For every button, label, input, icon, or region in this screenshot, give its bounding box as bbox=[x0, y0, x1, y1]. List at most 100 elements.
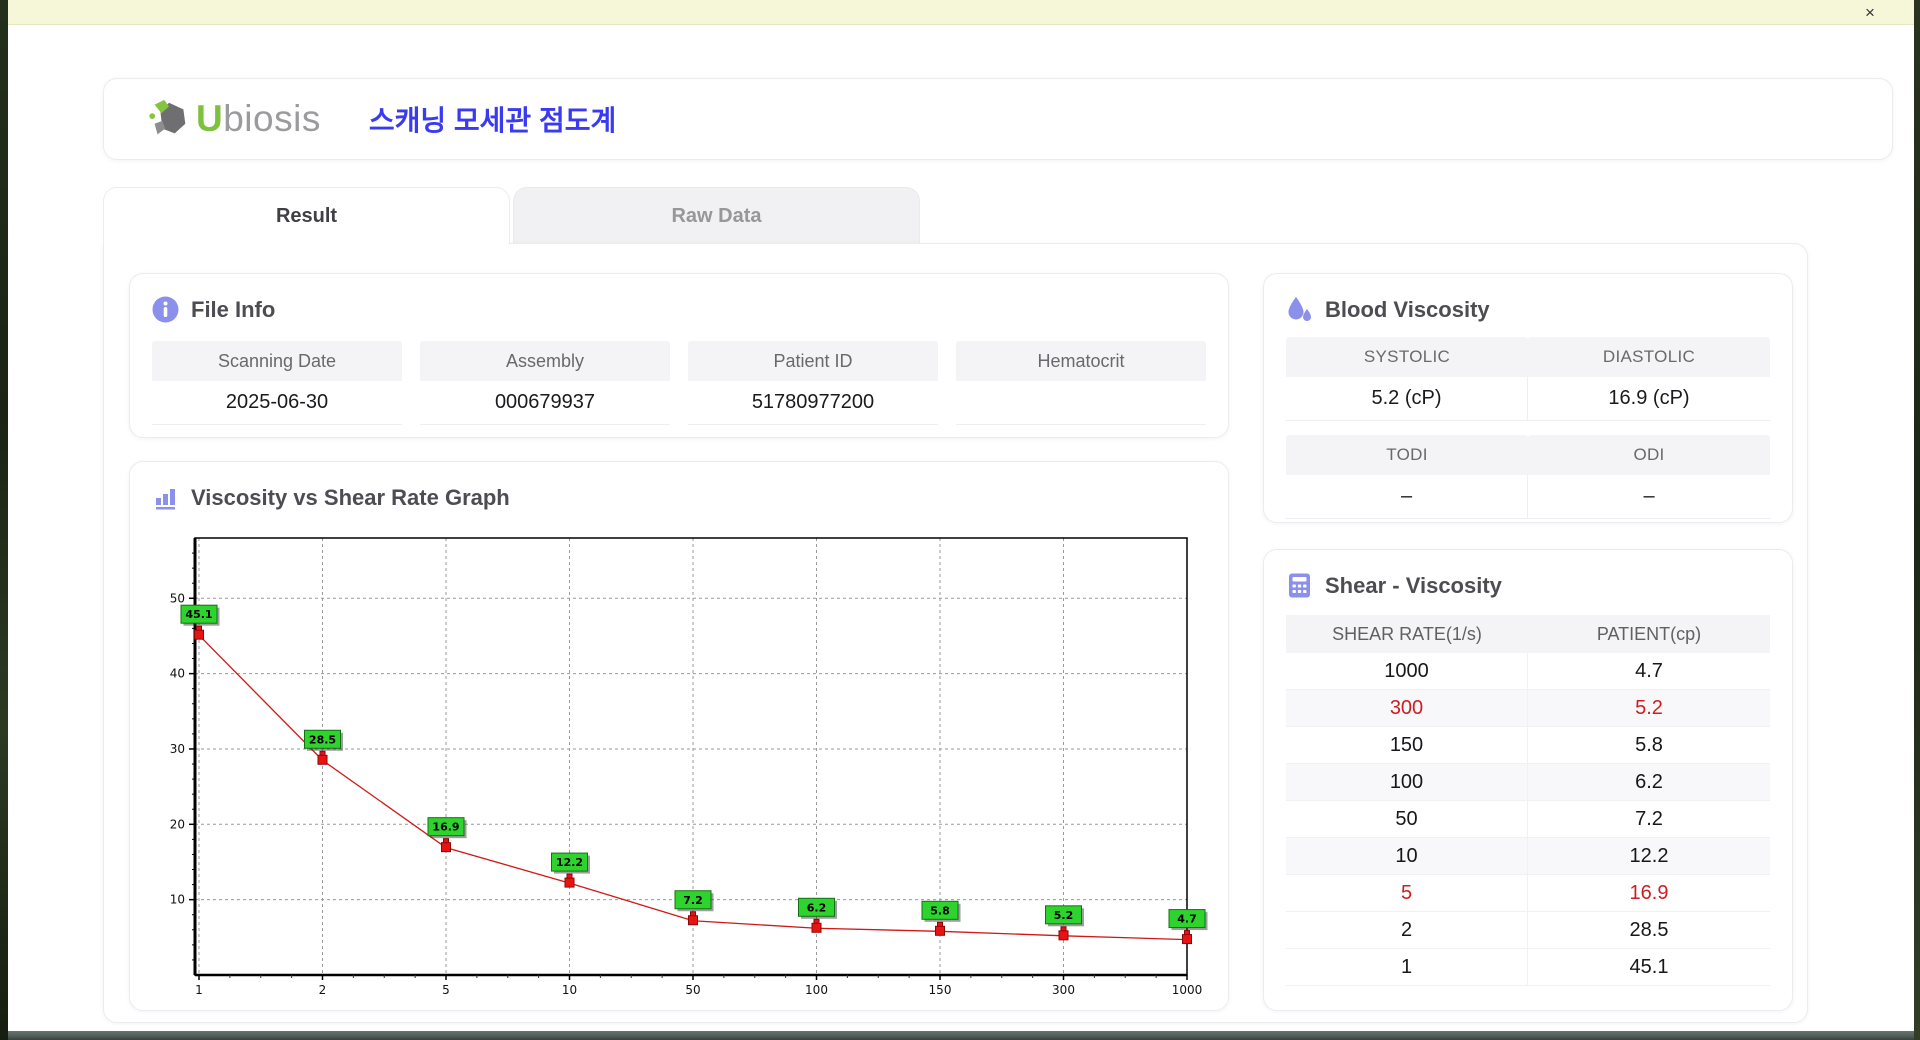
svg-text:10: 10 bbox=[170, 893, 185, 907]
tab-bar: Result Raw Data bbox=[103, 187, 920, 244]
shear-table-header: PATIENT(cp) bbox=[1528, 615, 1770, 653]
result-panel: File Info Scanning Date 2025-06-30 Assembl… bbox=[103, 243, 1808, 1023]
viscosity-chart: 10 20 30 40 50 1 2 5 10 50 100 150 300 1000 45.1 28.5 16… bbox=[170, 537, 1208, 997]
shear-rate-cell: 2 bbox=[1286, 912, 1528, 949]
svg-text:16.9: 16.9 bbox=[432, 821, 459, 834]
svg-text:30: 30 bbox=[170, 742, 185, 756]
svg-text:20: 20 bbox=[170, 817, 185, 831]
page-title: 스캐닝 모세관 점도계 bbox=[368, 105, 617, 136]
blood-viscosity-card: Blood Viscosity SYSTOLIC DIASTOLIC 5.2 (cP… bbox=[1263, 273, 1793, 523]
tab-result[interactable]: Result bbox=[103, 187, 510, 244]
file-info-field: Hematocrit bbox=[956, 341, 1206, 425]
desktop-edge-right bbox=[1914, 0, 1920, 1040]
svg-text:45.1: 45.1 bbox=[185, 608, 212, 621]
patient-viscosity-cell: 16.9 bbox=[1528, 875, 1770, 912]
svg-text:2: 2 bbox=[319, 983, 327, 997]
blood-viscosity-label: ODI bbox=[1528, 435, 1770, 475]
file-info-field-label: Patient ID bbox=[688, 341, 938, 381]
svg-text:150: 150 bbox=[929, 983, 952, 997]
blood-viscosity-group: TODI ODI – – bbox=[1286, 435, 1770, 519]
ubiosis-logo-icon bbox=[149, 99, 186, 135]
taskbar-edge bbox=[8, 1031, 1914, 1040]
app-window: Ubiosis 스캐닝 모세관 점도계 Result Raw Data File… bbox=[8, 25, 1913, 1030]
tab-raw-data[interactable]: Raw Data bbox=[513, 187, 920, 244]
shear-viscosity-card: Shear - Viscosity SHEAR RATE(1/s) PATIENT… bbox=[1263, 549, 1793, 1011]
file-info-field: Patient ID 51780977200 bbox=[688, 341, 938, 425]
svg-text:4.7: 4.7 bbox=[1177, 913, 1197, 926]
blood-viscosity-value: 5.2 (cP) bbox=[1286, 377, 1528, 421]
svg-text:10: 10 bbox=[562, 983, 577, 997]
shear-viscosity-table: SHEAR RATE(1/s) PATIENT(cp) 1000 4.7 300 5.2 1… bbox=[1286, 615, 1770, 986]
blood-viscosity-label: TODI bbox=[1286, 435, 1528, 475]
file-info-title-text: File Info bbox=[191, 296, 276, 322]
graph-title: Viscosity vs Shear Rate Graph bbox=[152, 484, 1206, 511]
logo-text: Ubiosis bbox=[196, 98, 321, 139]
svg-text:5.2: 5.2 bbox=[1054, 909, 1074, 922]
blood-viscosity-group: SYSTOLIC DIASTOLIC 5.2 (cP) 16.9 (cP) bbox=[1286, 337, 1770, 421]
calculator-icon bbox=[1286, 572, 1313, 599]
blood-viscosity-value: – bbox=[1286, 475, 1528, 519]
patient-viscosity-cell: 7.2 bbox=[1528, 801, 1770, 838]
svg-text:50: 50 bbox=[685, 983, 700, 997]
blood-viscosity-label: DIASTOLIC bbox=[1528, 337, 1770, 377]
svg-text:300: 300 bbox=[1052, 983, 1075, 997]
file-info-title: File Info bbox=[152, 296, 1206, 323]
info-icon bbox=[152, 296, 179, 323]
svg-text:12.2: 12.2 bbox=[556, 856, 583, 869]
droplets-icon bbox=[1286, 296, 1313, 323]
svg-text:1: 1 bbox=[195, 983, 203, 997]
shear-rate-cell: 1000 bbox=[1286, 653, 1528, 690]
blood-viscosity-value: 16.9 (cP) bbox=[1528, 377, 1770, 421]
patient-viscosity-cell: 5.2 bbox=[1528, 690, 1770, 727]
patient-viscosity-cell: 4.7 bbox=[1528, 653, 1770, 690]
notification-bar: × bbox=[8, 0, 1914, 25]
blood-viscosity-value: – bbox=[1528, 475, 1770, 519]
file-info-card: File Info Scanning Date 2025-06-30 Assembl… bbox=[129, 273, 1229, 438]
file-info-field-value: 51780977200 bbox=[688, 381, 938, 425]
patient-viscosity-cell: 5.8 bbox=[1528, 727, 1770, 764]
ubiosis-logo: Ubiosis bbox=[146, 96, 321, 142]
svg-text:5.8: 5.8 bbox=[930, 904, 950, 917]
viscosity-graph-card: Viscosity vs Shear Rate Graph 10 20 30 40 50… bbox=[129, 461, 1229, 1011]
file-info-field-value: 000679937 bbox=[420, 381, 670, 425]
blood-viscosity-title: Blood Viscosity bbox=[1286, 296, 1770, 323]
shear-rate-cell: 100 bbox=[1286, 764, 1528, 801]
file-info-field-value bbox=[956, 381, 1206, 425]
header-card: Ubiosis 스캐닝 모세관 점도계 bbox=[103, 78, 1893, 160]
svg-text:40: 40 bbox=[170, 667, 185, 681]
svg-text:1000: 1000 bbox=[1172, 983, 1203, 997]
file-info-field-value: 2025-06-30 bbox=[152, 381, 402, 425]
svg-text:100: 100 bbox=[805, 983, 828, 997]
svg-text:7.2: 7.2 bbox=[683, 894, 703, 907]
shear-viscosity-title: Shear - Viscosity bbox=[1286, 572, 1770, 599]
shear-rate-cell: 50 bbox=[1286, 801, 1528, 838]
patient-viscosity-cell: 45.1 bbox=[1528, 949, 1770, 986]
blood-viscosity-table: SYSTOLIC DIASTOLIC 5.2 (cP) 16.9 (cP) TODI OD… bbox=[1286, 337, 1770, 519]
bar-chart-icon bbox=[152, 484, 179, 511]
svg-text:50: 50 bbox=[170, 591, 185, 605]
graph-title-text: Viscosity vs Shear Rate Graph bbox=[191, 484, 510, 510]
file-info-field: Assembly 000679937 bbox=[420, 341, 670, 425]
blood-viscosity-title-text: Blood Viscosity bbox=[1325, 296, 1490, 322]
desktop-edge-left bbox=[0, 0, 8, 1040]
shear-table-header: SHEAR RATE(1/s) bbox=[1286, 615, 1528, 653]
shear-viscosity-title-text: Shear - Viscosity bbox=[1325, 572, 1502, 598]
file-info-field-label: Assembly bbox=[420, 341, 670, 381]
patient-viscosity-cell: 6.2 bbox=[1528, 764, 1770, 801]
shear-rate-cell: 5 bbox=[1286, 875, 1528, 912]
patient-viscosity-cell: 12.2 bbox=[1528, 838, 1770, 875]
file-info-fields: Scanning Date 2025-06-30 Assembly 000679937… bbox=[152, 341, 1206, 425]
shear-rate-cell: 1 bbox=[1286, 949, 1528, 986]
svg-text:5: 5 bbox=[442, 983, 450, 997]
patient-viscosity-cell: 28.5 bbox=[1528, 912, 1770, 949]
shear-rate-cell: 10 bbox=[1286, 838, 1528, 875]
blood-viscosity-label: SYSTOLIC bbox=[1286, 337, 1528, 377]
svg-text:28.5: 28.5 bbox=[309, 733, 336, 746]
svg-text:6.2: 6.2 bbox=[807, 901, 827, 914]
close-icon[interactable]: × bbox=[1865, 2, 1875, 22]
file-info-field-label: Scanning Date bbox=[152, 341, 402, 381]
file-info-field-label: Hematocrit bbox=[956, 341, 1206, 381]
shear-rate-cell: 300 bbox=[1286, 690, 1528, 727]
shear-rate-cell: 150 bbox=[1286, 727, 1528, 764]
file-info-field: Scanning Date 2025-06-30 bbox=[152, 341, 402, 425]
